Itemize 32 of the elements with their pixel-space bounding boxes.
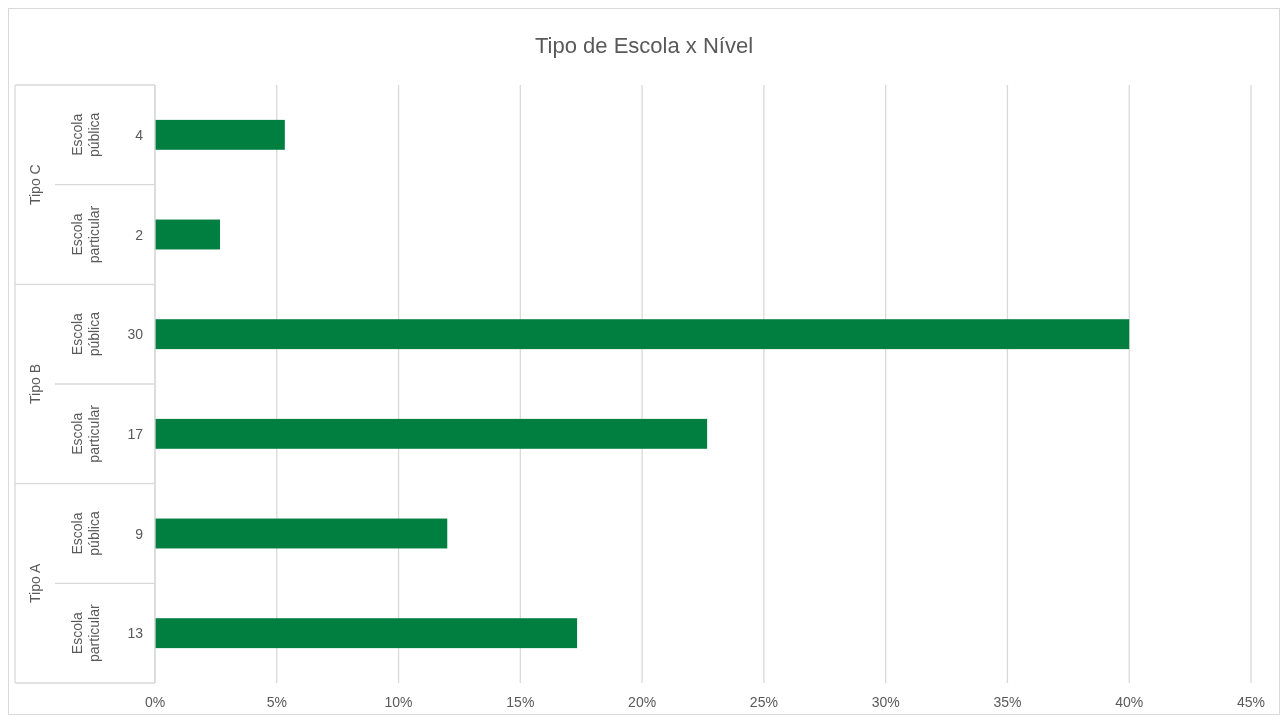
- chart-title: Tipo de Escola x Nível: [534, 33, 754, 58]
- y-tick-label: 4: [135, 126, 144, 143]
- x-tick-label: 10%: [384, 694, 413, 710]
- text: Escola particular: [69, 404, 102, 463]
- x-tick-label: 40%: [1115, 694, 1144, 710]
- bar: [155, 418, 708, 449]
- bar: [155, 518, 448, 549]
- x-tick-label: 0%: [144, 694, 166, 710]
- text: Escola pública: [69, 311, 102, 357]
- x-tick-label: 5%: [266, 694, 287, 710]
- x-tick-label: 25%: [749, 694, 778, 710]
- bar: [155, 219, 221, 250]
- text: Tipo B: [27, 364, 43, 404]
- y-tick-label: 13: [127, 625, 144, 642]
- text: Escola pública: [69, 511, 102, 556]
- x-tick-label: 15%: [506, 694, 535, 710]
- x-tick-label: 45%: [1236, 694, 1266, 710]
- text: Escola particular: [69, 604, 102, 662]
- y-tick-label: 17: [127, 425, 144, 442]
- bar: [155, 119, 285, 150]
- x-tick-label: 30%: [871, 694, 900, 710]
- bar: [155, 319, 1130, 350]
- text: Escola particular: [69, 205, 102, 264]
- y-tick-label: 9: [135, 525, 144, 542]
- y-tick-label: 2: [135, 226, 144, 243]
- text: Escola pública: [69, 112, 102, 158]
- x-tick-label: 20%: [628, 694, 657, 710]
- y-tick-label: 30: [127, 326, 144, 343]
- text: Tipo A: [27, 563, 43, 603]
- bar: [155, 618, 578, 649]
- text: Tipo C: [27, 164, 43, 206]
- x-tick-label: 35%: [993, 694, 1022, 710]
